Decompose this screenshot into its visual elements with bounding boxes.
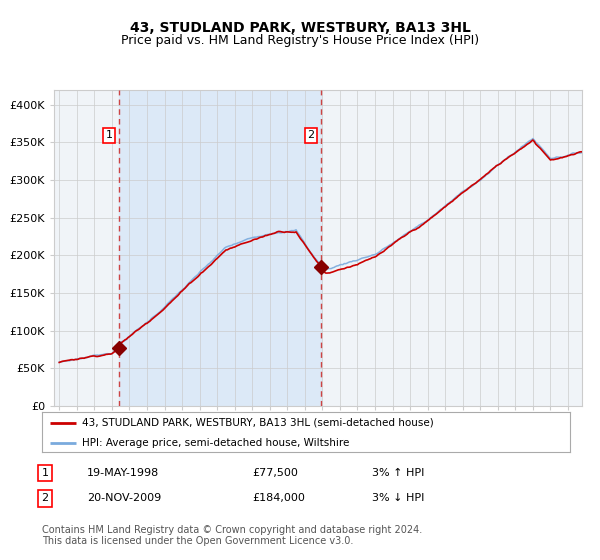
Bar <box>119 90 320 406</box>
Text: Contains HM Land Registry data © Crown copyright and database right 2024.
This d: Contains HM Land Registry data © Crown c… <box>42 525 422 547</box>
Text: 3% ↑ HPI: 3% ↑ HPI <box>372 468 424 478</box>
Text: Price paid vs. HM Land Registry's House Price Index (HPI): Price paid vs. HM Land Registry's House … <box>121 34 479 46</box>
Text: 20-NOV-2009: 20-NOV-2009 <box>87 493 161 503</box>
Text: 3% ↓ HPI: 3% ↓ HPI <box>372 493 424 503</box>
Text: HPI: Average price, semi-detached house, Wiltshire: HPI: Average price, semi-detached house,… <box>82 438 349 448</box>
Text: 2: 2 <box>307 130 314 141</box>
Text: 43, STUDLAND PARK, WESTBURY, BA13 3HL (semi-detached house): 43, STUDLAND PARK, WESTBURY, BA13 3HL (s… <box>82 418 433 428</box>
Text: 2: 2 <box>41 493 49 503</box>
Text: 19-MAY-1998: 19-MAY-1998 <box>87 468 159 478</box>
Text: 1: 1 <box>41 468 49 478</box>
Text: £77,500: £77,500 <box>252 468 298 478</box>
Text: £184,000: £184,000 <box>252 493 305 503</box>
Text: 1: 1 <box>106 130 112 141</box>
Text: 43, STUDLAND PARK, WESTBURY, BA13 3HL: 43, STUDLAND PARK, WESTBURY, BA13 3HL <box>130 21 470 35</box>
